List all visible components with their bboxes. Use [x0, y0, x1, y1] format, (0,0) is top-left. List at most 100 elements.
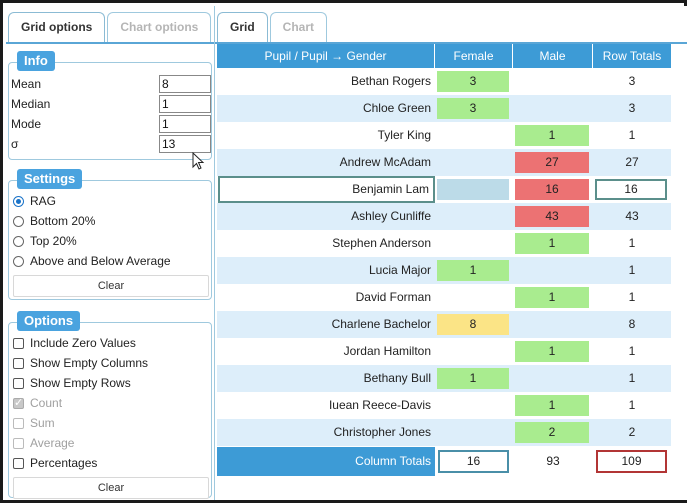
check-show-empty-rows-box[interactable] [13, 377, 24, 389]
row-total-cell[interactable]: 27 [625, 155, 639, 169]
table-row[interactable]: Andrew McAdam 27 27 [217, 149, 671, 176]
row-total-cell[interactable]: 43 [625, 209, 639, 223]
male-cell[interactable]: 16 [513, 176, 593, 203]
pupil-name-cell[interactable]: Stephen Anderson [332, 236, 431, 250]
female-cell[interactable] [435, 419, 513, 446]
table-row[interactable]: Stephen Anderson 1 1 [217, 230, 671, 257]
table-row[interactable]: Bethany Bull 1 1 [217, 365, 671, 392]
header-row-totals[interactable]: Row Totals [593, 44, 671, 68]
row-total-cell[interactable]: 1 [628, 263, 636, 277]
radio-top-20-control[interactable] [13, 235, 24, 247]
header-female[interactable]: Female [435, 44, 513, 68]
pupil-name-cell[interactable]: Andrew McAdam [339, 155, 431, 169]
tab-chart-options[interactable]: Chart options [107, 12, 212, 42]
male-cell[interactable]: 1 [513, 284, 593, 311]
male-cell[interactable] [513, 68, 593, 95]
header-pupil-gender[interactable]: Pupil / Pupil → Gender [217, 44, 435, 68]
row-total-cell[interactable]: 3 [628, 74, 636, 88]
male-total[interactable]: 93 [546, 454, 560, 468]
radio-above-below-average[interactable]: Above and Below Average [13, 251, 171, 271]
check-show-empty-columns[interactable]: Show Empty Columns [13, 353, 148, 373]
row-total-cell[interactable]: 8 [628, 317, 636, 331]
row-total-cell[interactable]: 3 [628, 101, 636, 115]
tab-chart[interactable]: Chart [269, 12, 328, 42]
table-row[interactable]: Bethan Rogers 3 3 [217, 68, 671, 95]
table-row[interactable]: Charlene Bachelor 8 8 [217, 311, 671, 338]
male-cell[interactable] [513, 311, 593, 338]
pupil-name-cell[interactable]: Charlene Bachelor [331, 317, 431, 331]
pupil-name-cell[interactable]: Bethan Rogers [350, 74, 431, 88]
check-percentages-box[interactable] [13, 457, 24, 469]
female-cell[interactable]: 1 [435, 365, 513, 392]
check-show-empty-rows[interactable]: Show Empty Rows [13, 373, 131, 393]
female-cell[interactable] [435, 392, 513, 419]
check-show-empty-columns-box[interactable] [13, 357, 24, 369]
pupil-name-cell[interactable]: Christopher Jones [333, 425, 431, 439]
pupil-name-cell[interactable]: Ashley Cunliffe [351, 209, 431, 223]
female-cell[interactable]: 8 [435, 311, 513, 338]
male-cell[interactable]: 1 [513, 122, 593, 149]
pupil-name-cell[interactable]: Chloe Green [362, 101, 431, 115]
radio-top-20[interactable]: Top 20% [13, 231, 77, 251]
header-male[interactable]: Male [513, 44, 593, 68]
male-cell[interactable] [513, 257, 593, 284]
male-cell[interactable]: 2 [513, 419, 593, 446]
female-cell[interactable] [435, 338, 513, 365]
row-total-cell[interactable]: 16 [593, 176, 671, 203]
female-cell[interactable] [435, 284, 513, 311]
table-row[interactable]: Benjamin Lam 16 16 [217, 176, 671, 203]
female-cell[interactable] [435, 203, 513, 230]
row-total-cell[interactable]: 1 [628, 371, 636, 385]
options-clear-button[interactable]: Clear [13, 477, 209, 499]
mean-field[interactable] [159, 75, 211, 93]
pupil-name-cell[interactable]: Lucia Major [368, 263, 431, 277]
pupil-name-cell[interactable]: Iuean Reece-Davis [328, 398, 431, 412]
male-cell[interactable] [513, 95, 593, 122]
female-cell[interactable] [435, 230, 513, 257]
row-total-cell[interactable]: 1 [628, 290, 636, 304]
row-total-cell[interactable]: 2 [628, 425, 636, 439]
table-row[interactable]: David Forman 1 1 [217, 284, 671, 311]
female-cell[interactable] [435, 176, 513, 203]
female-cell[interactable]: 1 [435, 257, 513, 284]
table-row[interactable]: Iuean Reece-Davis 1 1 [217, 392, 671, 419]
grand-total-cell[interactable]: 109 [593, 447, 671, 476]
table-row[interactable]: Christopher Jones 2 2 [217, 419, 671, 446]
row-total-cell[interactable]: 1 [628, 344, 636, 358]
tab-grid[interactable]: Grid [217, 12, 268, 42]
male-cell[interactable]: 1 [513, 230, 593, 257]
radio-rag[interactable]: RAG [13, 191, 56, 211]
settings-clear-button[interactable]: Clear [13, 275, 209, 297]
row-total-cell[interactable]: 1 [628, 398, 636, 412]
pupil-name-cell[interactable]: Tyler King [377, 128, 431, 142]
row-total-cell[interactable]: 1 [628, 128, 636, 142]
table-row[interactable]: Tyler King 1 1 [217, 122, 671, 149]
table-row[interactable]: Ashley Cunliffe 43 43 [217, 203, 671, 230]
male-cell[interactable]: 27 [513, 149, 593, 176]
female-cell[interactable]: 3 [435, 95, 513, 122]
radio-above-below-average-control[interactable] [13, 255, 24, 267]
mode-field[interactable] [159, 115, 211, 133]
female-total-cell[interactable]: 16 [435, 447, 513, 476]
tab-grid-options[interactable]: Grid options [8, 12, 106, 42]
male-cell[interactable]: 1 [513, 392, 593, 419]
radio-bottom-20-control[interactable] [13, 215, 24, 227]
row-total-cell[interactable]: 1 [628, 236, 636, 250]
male-cell[interactable] [513, 365, 593, 392]
table-row[interactable]: Jordan Hamilton 1 1 [217, 338, 671, 365]
check-include-zero-values[interactable]: Include Zero Values [13, 333, 136, 353]
pupil-name-cell[interactable]: Bethany Bull [363, 371, 431, 385]
male-cell[interactable]: 43 [513, 203, 593, 230]
pupil-name-cell[interactable]: Benjamin Lam [218, 176, 435, 203]
female-cell[interactable] [435, 149, 513, 176]
pupil-name-cell[interactable]: Jordan Hamilton [343, 344, 431, 358]
male-cell[interactable]: 1 [513, 338, 593, 365]
sigma-field[interactable] [159, 135, 211, 153]
female-cell[interactable]: 3 [435, 68, 513, 95]
radio-rag-control[interactable] [13, 195, 24, 207]
table-row[interactable]: Lucia Major 1 1 [217, 257, 671, 284]
median-field[interactable] [159, 95, 211, 113]
pupil-name-cell[interactable]: David Forman [355, 290, 431, 304]
female-cell[interactable] [435, 122, 513, 149]
radio-bottom-20[interactable]: Bottom 20% [13, 211, 95, 231]
